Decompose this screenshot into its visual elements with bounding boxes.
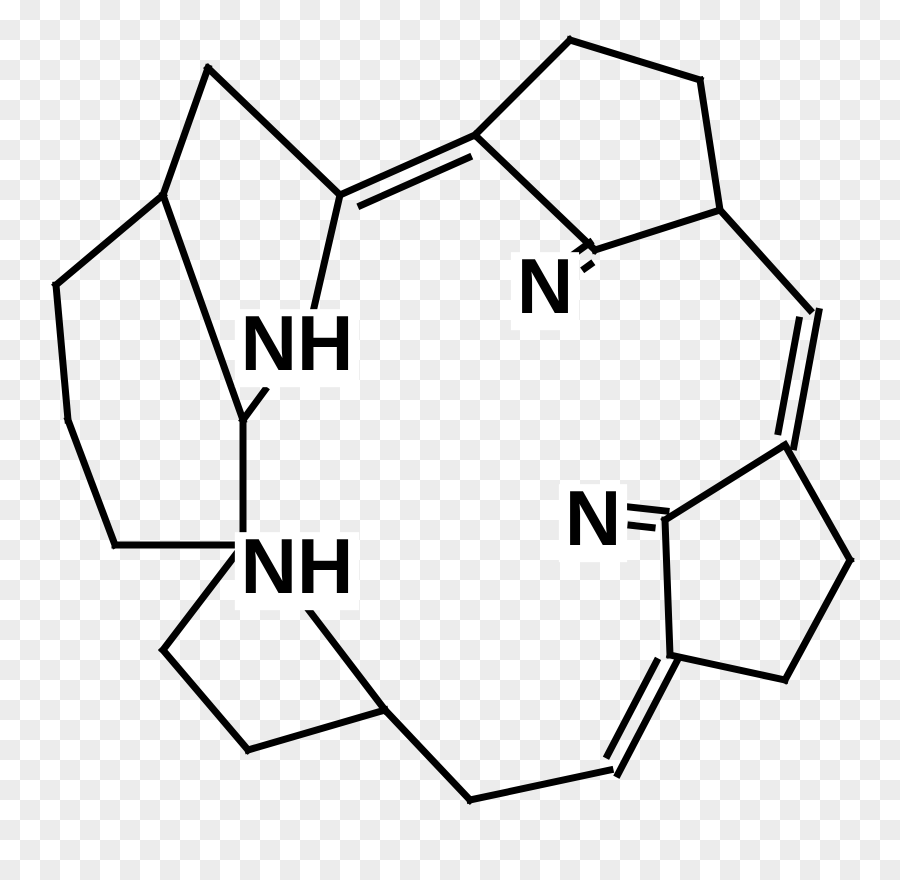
bonds-group [56, 40, 850, 800]
atom-label-NH1: NH [241, 299, 354, 387]
labels-group: NH NH N N [235, 242, 627, 610]
molecule-diagram: NH NH N N [0, 0, 900, 880]
atom-label-N1: N [517, 242, 573, 330]
atom-label-N2: N [565, 474, 621, 562]
atom-label-NH2: NH [241, 522, 354, 610]
